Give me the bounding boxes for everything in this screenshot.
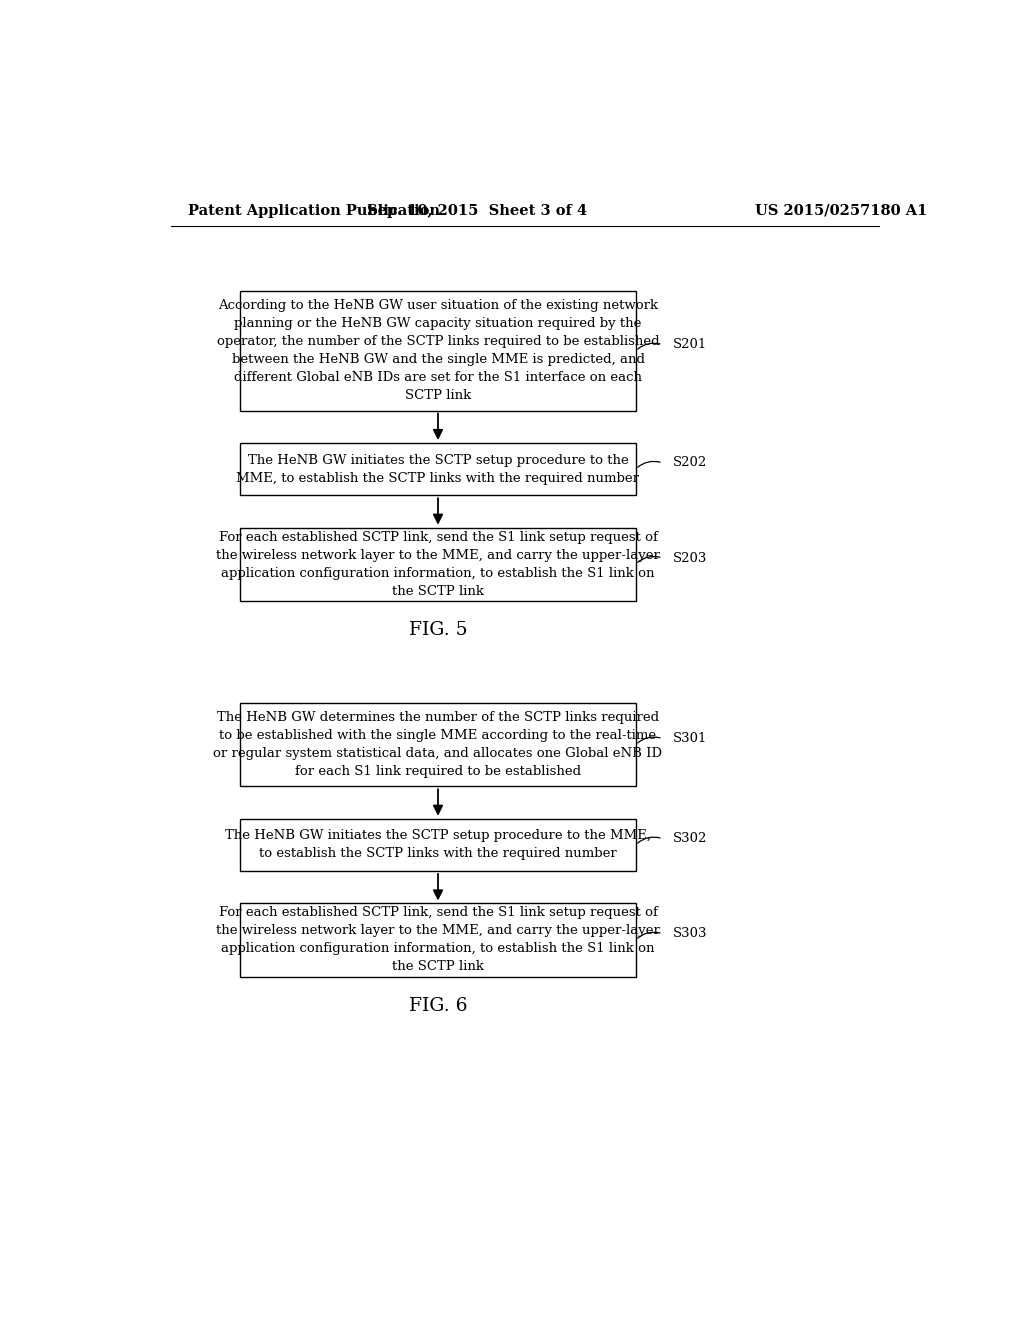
Text: S203: S203 — [673, 552, 708, 565]
Text: Patent Application Publication: Patent Application Publication — [188, 203, 440, 218]
Bar — [241, 818, 636, 871]
Text: For each established SCTP link, send the S1 link setup request of
the wireless n: For each established SCTP link, send the… — [216, 531, 659, 598]
Bar — [241, 444, 636, 495]
Text: FIG. 5: FIG. 5 — [409, 620, 467, 639]
Bar — [241, 704, 636, 787]
Bar — [241, 903, 636, 977]
Text: S302: S302 — [673, 832, 708, 845]
Text: The HeNB GW initiates the SCTP setup procedure to the MME,
to establish the SCTP: The HeNB GW initiates the SCTP setup pro… — [225, 829, 651, 861]
Text: S201: S201 — [673, 338, 708, 351]
Text: For each established SCTP link, send the S1 link setup request of
the wireless n: For each established SCTP link, send the… — [216, 907, 659, 973]
Bar — [241, 528, 636, 601]
Bar — [241, 292, 636, 411]
Text: US 2015/0257180 A1: US 2015/0257180 A1 — [755, 203, 927, 218]
Text: The HeNB GW determines the number of the SCTP links required
to be established w: The HeNB GW determines the number of the… — [213, 711, 663, 779]
Text: S301: S301 — [673, 733, 708, 744]
Text: S303: S303 — [673, 927, 708, 940]
Text: S202: S202 — [673, 457, 708, 470]
Text: The HeNB GW initiates the SCTP setup procedure to the
MME, to establish the SCTP: The HeNB GW initiates the SCTP setup pro… — [237, 454, 640, 484]
Text: According to the HeNB GW user situation of the existing network
planning or the : According to the HeNB GW user situation … — [217, 300, 659, 403]
Text: FIG. 6: FIG. 6 — [409, 997, 467, 1015]
Text: Sep. 10, 2015  Sheet 3 of 4: Sep. 10, 2015 Sheet 3 of 4 — [367, 203, 587, 218]
